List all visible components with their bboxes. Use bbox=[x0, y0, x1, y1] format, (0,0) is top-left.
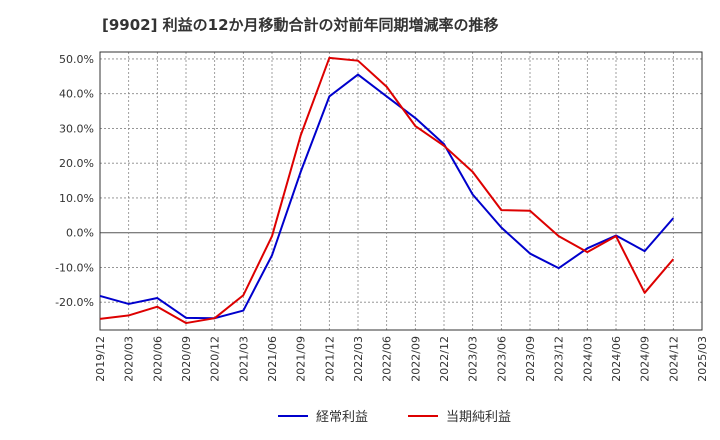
legend-label: 当期純利益 bbox=[446, 410, 511, 425]
y-tick-label: 50.0% bbox=[59, 53, 94, 66]
x-tick-label: 2023/06 bbox=[495, 336, 508, 382]
legend: 経常利益 当期純利益 bbox=[278, 410, 511, 425]
x-tick-label: 2022/06 bbox=[381, 336, 394, 382]
line-chart: 50.0% 40.0% 30.0% 20.0% 10.0% 0.0% -10.0% -20.0… bbox=[0, 0, 720, 440]
x-tick-label: 2021/09 bbox=[295, 336, 308, 382]
x-tick-label: 2024/09 bbox=[639, 336, 652, 382]
x-tick-label: 2021/03 bbox=[237, 336, 250, 382]
x-tick-label: 2023/09 bbox=[524, 336, 537, 382]
x-tick-label: 2020/09 bbox=[180, 336, 193, 382]
y-tick-label: -20.0% bbox=[55, 296, 94, 309]
x-tick-label: 2024/03 bbox=[581, 336, 594, 382]
legend-label: 経常利益 bbox=[316, 410, 368, 425]
x-tick-label: 2022/12 bbox=[438, 336, 451, 382]
y-tick-label: 0.0% bbox=[66, 227, 94, 240]
x-tick-label: 2020/12 bbox=[209, 336, 222, 382]
x-tick-label: 2020/03 bbox=[123, 336, 136, 382]
y-tick-label: 20.0% bbox=[59, 157, 94, 170]
x-tick-label: 2022/03 bbox=[352, 336, 365, 382]
x-tick-label: 2024/12 bbox=[667, 336, 680, 382]
x-tick-label: 2025/03 bbox=[696, 336, 709, 382]
x-tick-label: 2023/12 bbox=[553, 336, 566, 382]
x-tick-label: 2021/12 bbox=[323, 336, 336, 382]
x-tick-label: 2021/06 bbox=[266, 336, 279, 382]
x-tick-label: 2019/12 bbox=[94, 336, 107, 382]
x-tick-label: 2020/06 bbox=[151, 336, 164, 382]
y-tick-label: 40.0% bbox=[59, 88, 94, 101]
y-tick-label: -10.0% bbox=[55, 261, 94, 274]
y-tick-label: 30.0% bbox=[59, 122, 94, 135]
y-tick-label: 10.0% bbox=[59, 192, 94, 205]
x-tick-label: 2023/03 bbox=[467, 336, 480, 382]
x-tick-label: 2022/09 bbox=[409, 336, 422, 382]
x-tick-label: 2024/06 bbox=[610, 336, 623, 382]
